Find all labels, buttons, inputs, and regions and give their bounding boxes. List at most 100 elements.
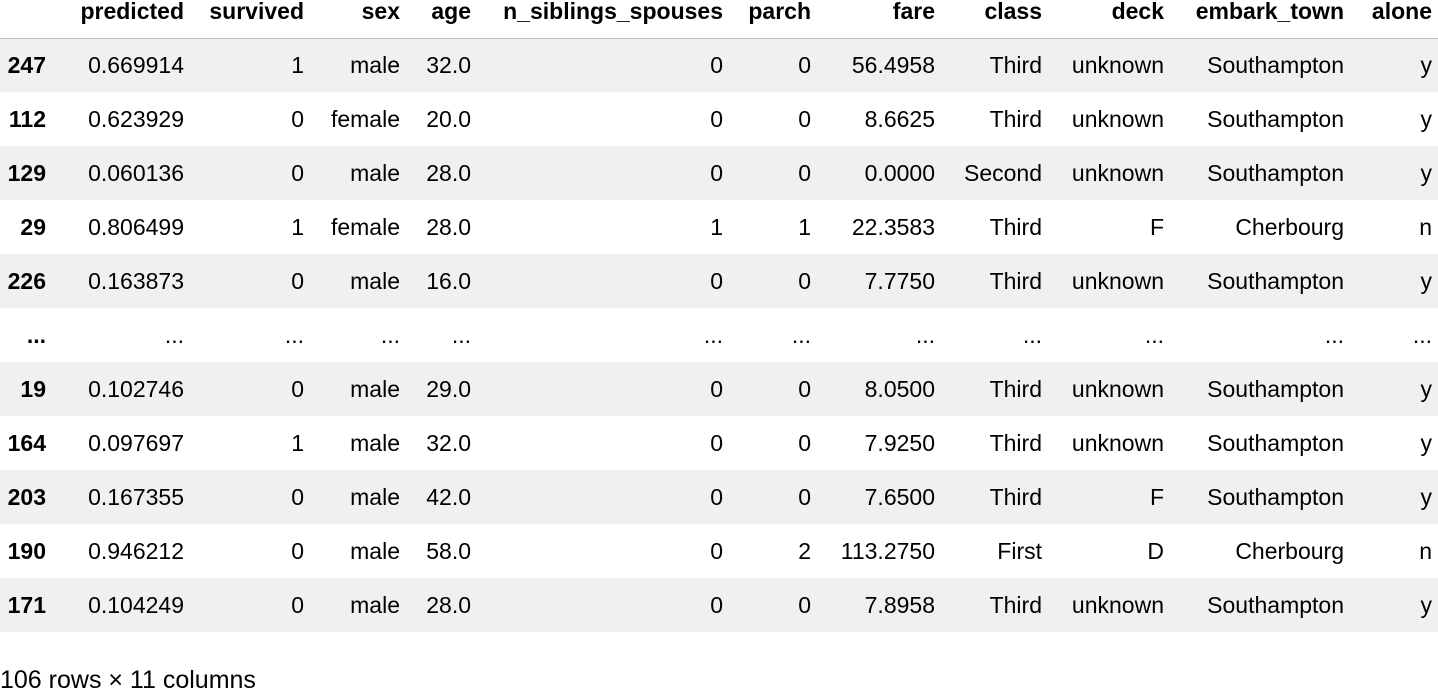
table-cell: 0.669914 (88, 51, 184, 78)
header-row: predicted survived sex age n_siblings_sp… (0, 0, 1438, 39)
table-cell: 0 (798, 105, 811, 132)
table-row: 129 0.060136 0 male 28.0 0 0 0.0000 Second unknow… (0, 146, 1438, 200)
table-cell: Third (989, 375, 1042, 402)
table-cell: n (1419, 537, 1432, 564)
table-cell: 0 (710, 105, 723, 132)
table-cell: ... (284, 321, 304, 348)
table-cell: unknown (1071, 159, 1164, 186)
table-cell: 0 (291, 267, 304, 294)
table-cell: 0 (291, 591, 304, 618)
table-cell: 58.0 (426, 537, 471, 564)
table-cell: F (1149, 213, 1164, 240)
table-cell: Third (989, 105, 1042, 132)
table-cell: Southampton (1207, 483, 1344, 510)
table-cell: female (330, 105, 400, 132)
table-cell: 0 (710, 483, 723, 510)
table-row: .................................... (0, 308, 1438, 362)
row-index: 112 (8, 105, 46, 132)
row-index: 226 (7, 267, 46, 294)
table-cell: 22.3583 (851, 213, 935, 240)
table-cell: 16.0 (426, 267, 471, 294)
table-cell: Third (989, 483, 1042, 510)
table-cell: ... (1412, 321, 1432, 348)
table-cell: 0 (291, 375, 304, 402)
row-index: 29 (20, 213, 46, 240)
table-cell: male (350, 429, 400, 456)
table-cell: 0 (798, 375, 811, 402)
table-cell: F (1149, 483, 1164, 510)
table-cell: unknown (1071, 375, 1164, 402)
table-cell: Southampton (1207, 51, 1344, 78)
table-cell: 0 (798, 51, 811, 78)
table-cell: Southampton (1207, 375, 1344, 402)
row-index: 164 (7, 429, 46, 456)
table-cell: 7.9250 (864, 429, 935, 456)
table-cell: 42.0 (426, 483, 471, 510)
column-header: sex (310, 0, 406, 39)
column-header: embark_town (1170, 0, 1350, 39)
table-cell: 0 (798, 267, 811, 294)
table-cell: Southampton (1207, 159, 1344, 186)
table-cell: ... (164, 321, 184, 348)
table-cell: 0 (291, 537, 304, 564)
table-cell: 32.0 (426, 429, 471, 456)
table-cell: 1 (798, 213, 811, 240)
table-cell: 2 (798, 537, 811, 564)
table-cell: 28.0 (426, 213, 471, 240)
table-cell: 7.8958 (864, 591, 935, 618)
table-cell: 0 (291, 483, 304, 510)
table-cell: Southampton (1207, 591, 1344, 618)
table-row: 171 0.104249 0 male 28.0 0 0 7.8958 Third unknown… (0, 578, 1438, 632)
table-cell: y (1420, 375, 1433, 402)
row-index: 203 (7, 483, 46, 510)
table-cell: 1 (291, 429, 304, 456)
table-cell: 0.0000 (864, 159, 935, 186)
table-row: 190 0.946212 0 male 58.0 0 2 113.2750 First D Cher… (0, 524, 1438, 578)
table-row: 247 0.669914 1 male 32.0 0 0 56.4958 Third unknow… (0, 38, 1438, 92)
table-cell: y (1420, 267, 1433, 294)
table-cell: male (350, 375, 400, 402)
table-cell: 0 (291, 105, 304, 132)
table-cell: y (1420, 159, 1433, 186)
table-cell: Third (989, 267, 1042, 294)
table-cell: 0 (710, 375, 723, 402)
table-cell: 32.0 (426, 51, 471, 78)
table-row: 29 0.806499 1 female 28.0 1 1 22.3583 Third F Cher… (0, 200, 1438, 254)
table-cell: Southampton (1207, 429, 1344, 456)
table-cell: male (350, 483, 400, 510)
table-row: 203 0.167355 0 male 42.0 0 0 7.6500 Third F Southa… (0, 470, 1438, 524)
table-cell: Third (989, 213, 1042, 240)
table-cell: 0.102746 (88, 375, 184, 402)
table-cell: 0.623929 (88, 105, 184, 132)
table-cell: 0.806499 (88, 213, 184, 240)
table-cell: 7.6500 (864, 483, 935, 510)
table-cell: ... (1022, 321, 1042, 348)
table-cell: Cherbourg (1235, 213, 1344, 240)
table-cell: 0.167355 (88, 483, 184, 510)
table-cell: unknown (1071, 591, 1164, 618)
table-cell: unknown (1071, 105, 1164, 132)
table-cell: D (1147, 537, 1164, 564)
table-cell: First (997, 537, 1042, 564)
column-header: parch (729, 0, 817, 39)
column-header: fare (817, 0, 941, 39)
table-cell: 28.0 (426, 591, 471, 618)
shape-info: 106 rows × 11 columns (0, 666, 256, 694)
table-cell: ... (791, 321, 811, 348)
row-index: 190 (7, 537, 46, 564)
table-cell: male (350, 159, 400, 186)
table-cell: unknown (1071, 51, 1164, 78)
table-cell: 1 (291, 51, 304, 78)
table-cell: Third (989, 51, 1042, 78)
table-cell: 28.0 (426, 159, 471, 186)
table-cell: 0.163873 (88, 267, 184, 294)
row-index: 171 (7, 591, 46, 618)
table-cell: 8.6625 (864, 105, 935, 132)
column-header: n_siblings_spouses (477, 0, 729, 39)
table-cell: 7.7750 (864, 267, 935, 294)
table-cell: unknown (1071, 267, 1164, 294)
column-header: deck (1048, 0, 1170, 39)
table-cell: male (350, 267, 400, 294)
column-header: class (941, 0, 1048, 39)
table-cell: ... (703, 321, 723, 348)
